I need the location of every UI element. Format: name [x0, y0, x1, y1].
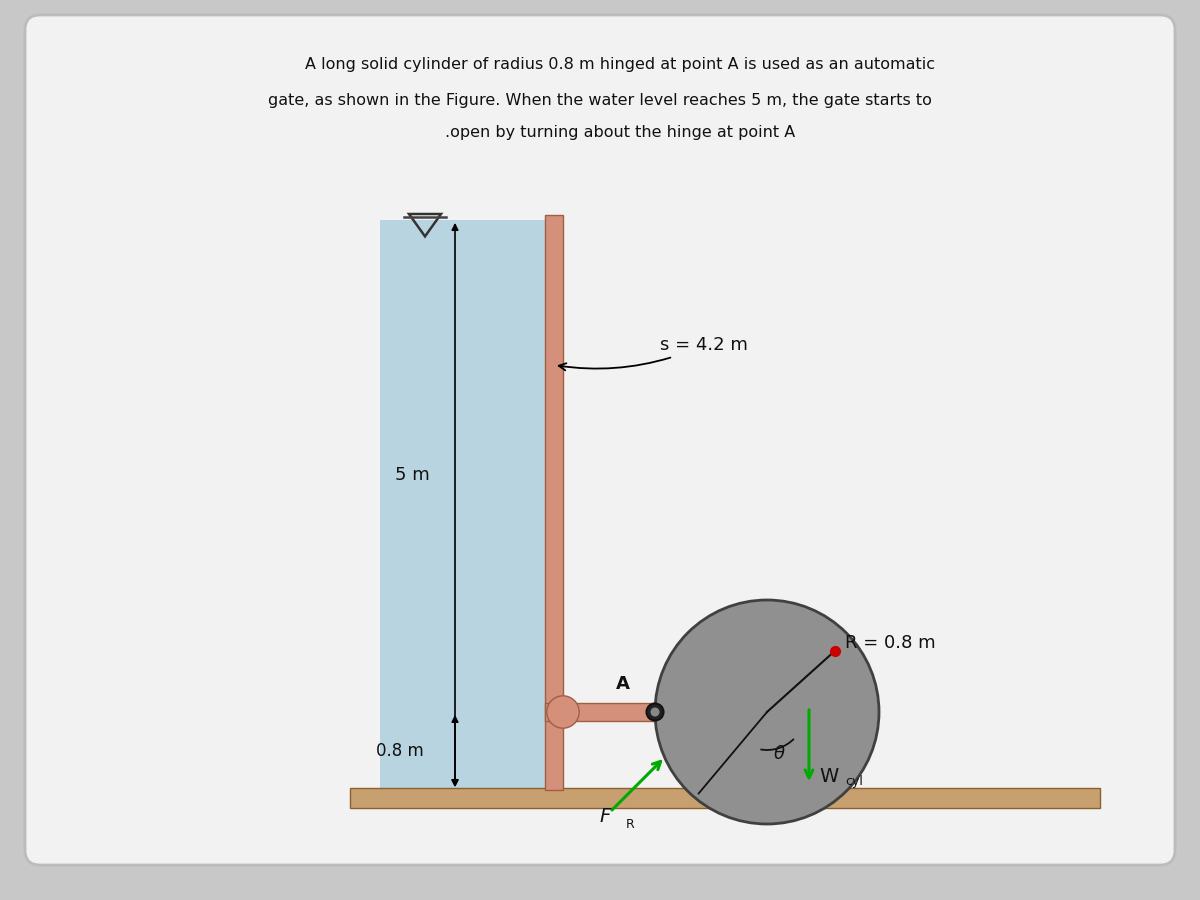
Circle shape	[650, 707, 660, 716]
Text: gate, as shown in the Figure. When the water level reaches 5 m, the gate starts : gate, as shown in the Figure. When the w…	[268, 93, 932, 107]
Circle shape	[655, 600, 878, 824]
Bar	[350, 788, 1100, 808]
Text: R = 0.8 m: R = 0.8 m	[845, 634, 936, 652]
Text: 0.8 m: 0.8 m	[376, 742, 424, 760]
Text: A long solid cylinder of radius 0.8 m hinged at point A is used as an automatic: A long solid cylinder of radius 0.8 m hi…	[305, 58, 935, 73]
Text: A: A	[616, 675, 630, 693]
Text: θ: θ	[774, 745, 785, 763]
Bar	[545, 703, 655, 721]
Circle shape	[647, 704, 664, 721]
Text: cyl: cyl	[845, 776, 863, 788]
Text: s = 4.2 m: s = 4.2 m	[559, 336, 748, 371]
Text: F: F	[599, 807, 611, 826]
Text: R: R	[626, 817, 635, 831]
Text: .open by turning about the hinge at point A: .open by turning about the hinge at poin…	[445, 124, 796, 140]
Circle shape	[547, 696, 580, 728]
Text: W: W	[818, 767, 839, 786]
Text: 5 m: 5 m	[395, 466, 430, 484]
Bar	[380, 220, 545, 790]
Bar	[545, 215, 563, 790]
FancyBboxPatch shape	[25, 15, 1175, 865]
